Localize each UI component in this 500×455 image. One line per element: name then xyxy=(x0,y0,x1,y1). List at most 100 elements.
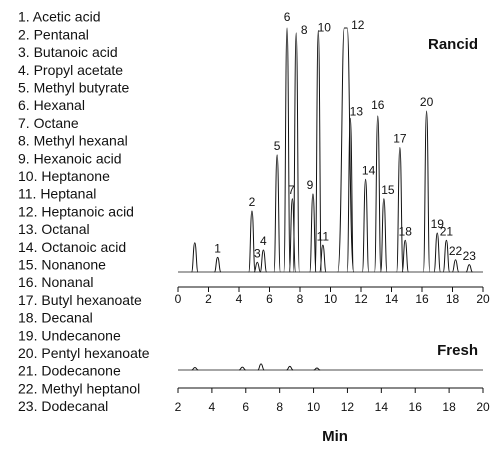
compound-label: 19. Undecanone xyxy=(18,327,121,343)
peak xyxy=(346,117,355,273)
compound-label: 9. Hexanoic acid xyxy=(18,150,122,166)
compound-label: 18. Decanal xyxy=(18,310,93,326)
peak xyxy=(283,27,291,273)
peak-label: 18 xyxy=(399,224,413,238)
x-tick-label: 8 xyxy=(297,292,304,306)
peak xyxy=(309,193,317,273)
peak-label: 6 xyxy=(284,10,291,24)
x-tick-label: 14 xyxy=(385,292,399,306)
peak-label: 11 xyxy=(317,229,330,243)
peak xyxy=(319,244,327,273)
peak xyxy=(451,259,460,273)
peak xyxy=(380,198,388,273)
peak xyxy=(288,198,297,273)
peak xyxy=(396,147,404,273)
compound-label: 15. Nonanone xyxy=(18,257,106,273)
peak-label: 10 xyxy=(318,21,332,35)
panel-title: Rancid xyxy=(428,36,478,53)
peak xyxy=(213,256,222,273)
peak xyxy=(292,32,300,273)
peak xyxy=(361,178,370,273)
x-tick-label: 2 xyxy=(175,400,182,414)
peak-label: 8 xyxy=(301,23,308,37)
x-tick-label: 6 xyxy=(242,400,249,414)
x-tick-label: 12 xyxy=(341,400,355,414)
x-tick-label: 12 xyxy=(354,292,368,306)
x-tick-label: 16 xyxy=(415,292,429,306)
peak xyxy=(191,242,199,273)
peak-label: 20 xyxy=(420,95,434,109)
peak xyxy=(337,27,355,273)
x-tick-label: 2 xyxy=(205,292,212,306)
peak-label: 14 xyxy=(362,163,376,177)
compound-label: 23. Dodecanal xyxy=(18,398,108,414)
peak-label: 5 xyxy=(274,139,281,153)
panel-title: Fresh xyxy=(437,342,478,359)
compound-label: 21. Dodecanone xyxy=(18,363,121,379)
peak xyxy=(248,210,256,273)
peak xyxy=(314,29,322,273)
compound-label: 13. Octanal xyxy=(18,221,90,237)
x-tick-label: 4 xyxy=(209,400,216,414)
compound-label: 7. Octane xyxy=(18,115,79,131)
x-tick-label: 6 xyxy=(266,292,273,306)
x-tick-label: 20 xyxy=(476,400,490,414)
peak xyxy=(239,366,246,371)
x-tick-label: 0 xyxy=(175,292,182,306)
peak xyxy=(273,154,281,273)
peak xyxy=(286,365,294,371)
compound-label: 5. Methyl butyrate xyxy=(18,80,129,96)
peak-label: 21 xyxy=(440,224,454,238)
peak-label: 7 xyxy=(288,183,295,197)
peak xyxy=(253,261,261,273)
x-tick-label: 14 xyxy=(375,400,389,414)
compound-label: 10. Heptanone xyxy=(18,168,110,184)
peak xyxy=(465,264,473,273)
compound-label: 8. Methyl hexanal xyxy=(18,133,128,149)
peak xyxy=(401,239,409,273)
peak-label: 12 xyxy=(351,18,365,32)
peak xyxy=(191,367,199,371)
peak xyxy=(259,249,268,273)
compound-label: 12. Heptanoic acid xyxy=(18,203,134,219)
peak xyxy=(374,115,382,273)
peak-label: 22 xyxy=(449,244,463,258)
x-tick-label: 18 xyxy=(446,292,460,306)
peak-label: 17 xyxy=(393,132,407,146)
x-tick-label: 18 xyxy=(442,400,456,414)
x-tick-label: 10 xyxy=(324,292,338,306)
x-tick-label: 4 xyxy=(236,292,243,306)
compound-label: 11. Heptanal xyxy=(18,186,96,202)
compound-label: 1. Acetic acid xyxy=(18,9,101,25)
compound-label: 2. Pentanal xyxy=(18,26,89,42)
peak-label: 9 xyxy=(307,178,314,192)
peak-label: 13 xyxy=(350,104,364,118)
peak-label: 2 xyxy=(249,195,256,209)
compound-label: 14. Octanoic acid xyxy=(18,239,126,255)
peak xyxy=(433,232,441,273)
peak xyxy=(257,363,265,371)
peak-label: 4 xyxy=(260,234,267,248)
x-tick-label: 20 xyxy=(476,292,490,306)
x-tick-label: 8 xyxy=(276,400,283,414)
x-tick-label: 16 xyxy=(409,400,423,414)
peak-label: 1 xyxy=(214,242,221,256)
peak-label: 3 xyxy=(254,246,261,260)
peak-label: 23 xyxy=(463,249,477,263)
x-tick-label: 10 xyxy=(307,400,321,414)
compound-label: 20. Pentyl hexanoate xyxy=(18,345,150,361)
x-axis-label: Min xyxy=(322,428,348,445)
peak-label: 15 xyxy=(381,183,395,197)
peak-label: 19 xyxy=(431,217,445,231)
compound-label: 22. Methyl heptanol xyxy=(18,380,140,396)
peak xyxy=(422,110,431,273)
compound-label: 16. Nonanal xyxy=(18,274,94,290)
peak-label: 16 xyxy=(371,98,385,112)
peak xyxy=(442,239,451,273)
peak xyxy=(313,367,321,371)
compound-label: 17. Butyl hexanoate xyxy=(18,292,142,308)
compound-label: 3. Butanoic acid xyxy=(18,44,118,60)
compound-label: 4. Propyl acetate xyxy=(18,62,123,78)
compound-label: 6. Hexanal xyxy=(18,97,85,113)
